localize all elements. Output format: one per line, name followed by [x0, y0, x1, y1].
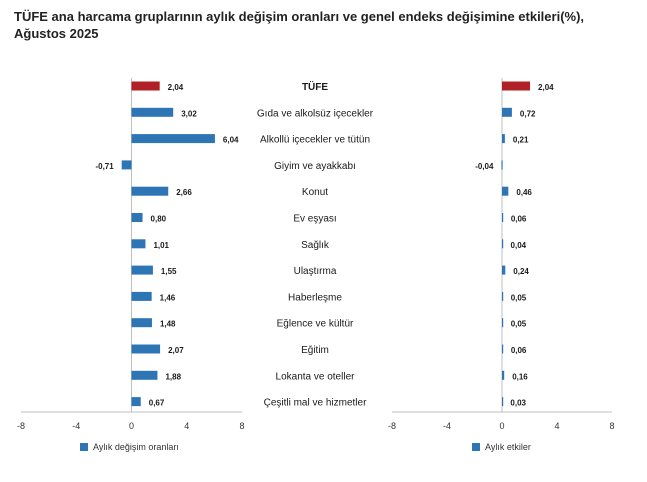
bar-rate	[131, 318, 152, 328]
chart-title: TÜFE ana harcama gruplarının aylık değiş…	[14, 9, 585, 41]
x-tick-label-effect: 8	[609, 421, 614, 431]
x-tick-label-rate: -8	[17, 421, 25, 431]
data-label-effect: -0,04	[475, 162, 494, 171]
category-label: Ulaştırma	[294, 266, 337, 277]
bar-rate	[131, 239, 146, 249]
legend-label-effect: Aylık etkiler	[485, 442, 531, 452]
category-label: Sağlık	[301, 240, 330, 251]
bar-effect	[502, 370, 505, 380]
bar-effect	[502, 81, 531, 91]
bar-rate	[131, 291, 152, 301]
data-label-rate: 1,46	[160, 293, 176, 302]
x-tick-label-effect: -8	[388, 421, 396, 431]
x-tick-label-rate: 0	[129, 421, 134, 431]
category-label: Çeşitli mal ve hizmetler	[264, 398, 367, 409]
data-label-rate: 3,02	[181, 109, 197, 118]
bar-effect	[502, 213, 504, 222]
bar-effect	[502, 239, 504, 249]
bar-effect	[502, 107, 512, 117]
legend-label-rate: Aylık değişim oranları	[93, 442, 179, 452]
category-label: Haberleşme	[288, 292, 342, 303]
data-label-effect: 0,24	[513, 267, 529, 276]
bar-effect	[502, 134, 505, 144]
x-tick-label-effect: -4	[443, 421, 451, 431]
category-label: Alkollü içecekler ve tütün	[260, 135, 370, 146]
bar-effect	[502, 397, 504, 407]
data-label-rate: 2,07	[168, 346, 184, 355]
bar-effect	[502, 265, 506, 275]
bar-rate	[131, 344, 161, 354]
bar-rate	[131, 81, 160, 91]
data-label-rate: 2,04	[168, 83, 184, 92]
bar-effect	[502, 318, 504, 328]
category-label: Eğitim	[301, 345, 329, 356]
data-label-rate: 1,48	[160, 320, 176, 329]
category-label: Lokanta ve oteller	[276, 371, 356, 382]
bar-rate	[131, 370, 158, 380]
data-label-effect: 0,06	[511, 346, 527, 355]
category-label: Konut	[302, 187, 328, 198]
data-label-effect: 0,05	[511, 320, 527, 329]
data-label-rate: 1,01	[153, 241, 169, 250]
bar-rate	[121, 160, 132, 170]
data-label-rate: -0,71	[95, 162, 114, 171]
bar-rate	[131, 265, 153, 275]
category-label: Giyim ve ayakkabı	[274, 161, 356, 172]
data-label-effect: 0,21	[513, 136, 529, 145]
bar-rate	[131, 107, 174, 117]
category-label: Ev eşyası	[293, 214, 336, 225]
data-label-rate: 1,88	[165, 372, 181, 381]
category-label: TÜFE	[302, 80, 328, 93]
data-label-effect: 0,16	[512, 372, 528, 381]
x-tick-label-effect: 4	[554, 421, 559, 431]
bar-effect	[502, 291, 504, 301]
bar-rate	[131, 397, 141, 407]
bar-effect	[502, 344, 504, 354]
x-tick-label-rate: 4	[184, 421, 189, 431]
data-label-rate: 0,67	[149, 399, 165, 408]
data-label-effect: 0,72	[520, 109, 536, 118]
bar-effect	[501, 160, 503, 170]
data-label-rate: 1,55	[161, 267, 177, 276]
data-label-effect: 0,05	[511, 293, 527, 302]
data-label-effect: 0,06	[511, 215, 527, 224]
data-label-rate: 2,66	[176, 188, 192, 197]
category-label: Eğlence ve kültür	[277, 319, 354, 330]
bar-rate	[131, 134, 215, 144]
category-label: Gıda ve alkolsüz içecekler	[257, 108, 374, 119]
data-label-rate: 0,80	[151, 215, 167, 224]
bar-effect	[502, 186, 509, 196]
bar-rate	[131, 186, 169, 196]
legend-swatch-effect	[472, 443, 480, 451]
data-label-rate: 6,04	[223, 136, 239, 145]
data-label-effect: 0,04	[511, 241, 527, 250]
x-tick-label-rate: 8	[239, 421, 244, 431]
data-label-effect: 0,03	[510, 399, 526, 408]
data-label-effect: 2,04	[538, 83, 554, 92]
bar-rate	[131, 213, 143, 222]
x-tick-label-rate: -4	[72, 421, 80, 431]
x-tick-label-effect: 0	[499, 421, 504, 431]
data-label-effect: 0,46	[516, 188, 532, 197]
legend-swatch-rate	[80, 443, 88, 451]
